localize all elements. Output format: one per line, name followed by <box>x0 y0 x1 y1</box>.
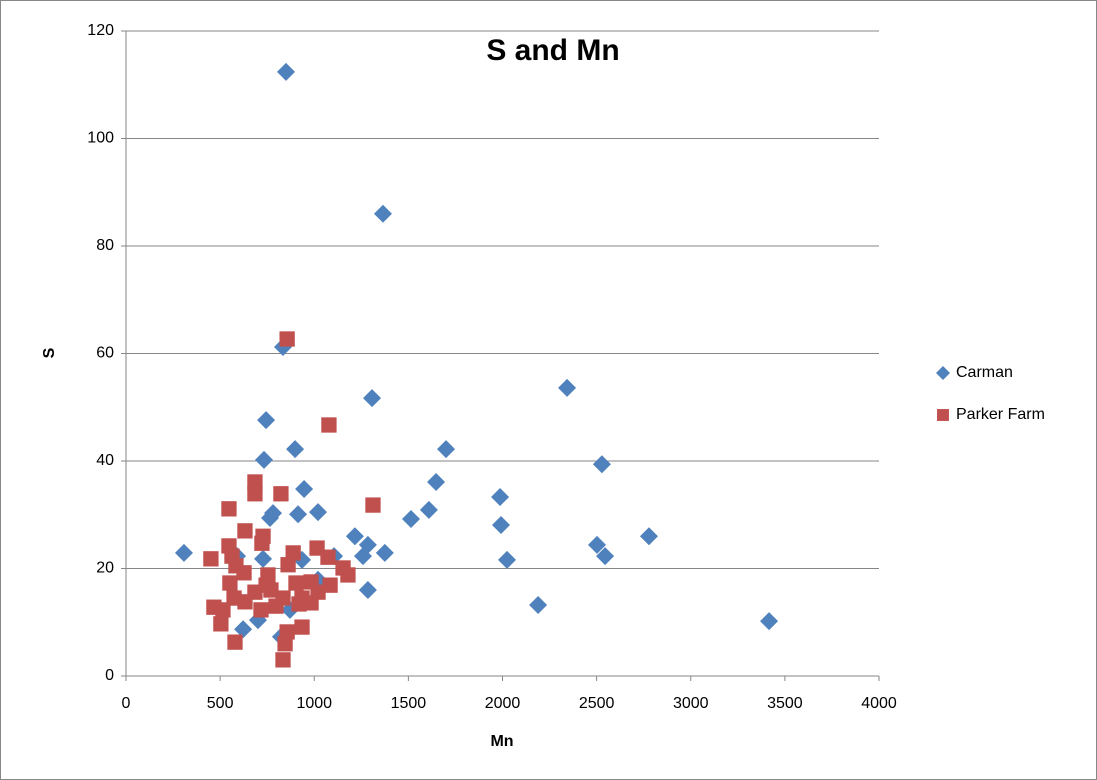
x-tick-label: 3000 <box>673 695 709 712</box>
x-tick-label: 500 <box>207 695 234 712</box>
point <box>279 331 295 347</box>
x-tick-label: 1500 <box>391 695 427 712</box>
point <box>427 472 446 491</box>
x-tick-label: 3500 <box>767 695 803 712</box>
point <box>373 204 392 223</box>
point <box>419 500 438 519</box>
point <box>237 523 253 539</box>
point <box>294 619 310 635</box>
x-tick-label: 2500 <box>579 695 615 712</box>
point <box>247 486 263 502</box>
point <box>174 543 193 562</box>
y-tick-label: 60 <box>96 345 114 362</box>
legend-label: Carman <box>956 364 1013 381</box>
point <box>309 503 328 522</box>
point <box>437 440 456 459</box>
point <box>203 551 219 567</box>
point <box>277 62 296 81</box>
point <box>402 510 421 529</box>
point <box>592 455 611 474</box>
point <box>365 497 381 513</box>
point <box>596 547 615 566</box>
point <box>254 450 273 469</box>
x-tick-label: 2000 <box>485 695 521 712</box>
point <box>279 624 295 640</box>
y-tick-label: 40 <box>96 452 114 469</box>
x-tick-label: 0 <box>122 695 131 712</box>
point <box>340 567 356 583</box>
y-tick-label: 100 <box>87 130 114 147</box>
point <box>760 612 779 631</box>
y-axis-label: S <box>41 347 58 358</box>
point <box>588 535 607 554</box>
y-tick-label: 20 <box>96 560 114 577</box>
point <box>345 527 364 546</box>
point <box>639 527 658 546</box>
point <box>263 582 279 598</box>
y-tick-label: 80 <box>96 237 114 254</box>
point <box>277 636 293 652</box>
x-tick-label: 1000 <box>296 695 332 712</box>
point <box>375 543 394 562</box>
point <box>363 389 382 408</box>
point <box>221 501 237 517</box>
point <box>261 508 280 527</box>
legend-label: Parker Farm <box>956 406 1045 423</box>
point <box>558 378 577 397</box>
point <box>291 596 307 612</box>
point <box>213 616 229 632</box>
point <box>275 652 291 668</box>
point <box>215 602 231 618</box>
point <box>234 620 253 639</box>
point <box>321 417 337 433</box>
point <box>303 595 319 611</box>
chart-title: S and Mn <box>486 34 619 67</box>
x-tick-label: 4000 <box>861 695 897 712</box>
point <box>237 594 253 610</box>
point <box>285 545 301 561</box>
x-axis-label: Mn <box>490 733 513 750</box>
point <box>322 577 338 593</box>
point <box>491 488 510 507</box>
point <box>320 549 336 565</box>
y-tick-label: 120 <box>87 22 114 39</box>
point <box>257 411 276 430</box>
point <box>529 596 548 615</box>
point <box>254 549 273 568</box>
legend-marker <box>937 409 949 421</box>
point <box>295 479 314 498</box>
point <box>222 575 238 591</box>
point <box>236 565 252 581</box>
point <box>254 535 270 551</box>
point <box>288 575 304 591</box>
point <box>289 505 308 524</box>
point <box>354 547 373 566</box>
point <box>491 515 510 534</box>
point <box>273 486 289 502</box>
point <box>247 474 263 490</box>
point <box>358 581 377 599</box>
y-tick-label: 0 <box>105 667 114 684</box>
legend-marker <box>936 366 950 380</box>
point <box>280 557 296 573</box>
point <box>498 550 517 569</box>
point <box>268 598 284 614</box>
point <box>227 634 243 650</box>
point <box>286 440 305 459</box>
point <box>253 602 269 618</box>
